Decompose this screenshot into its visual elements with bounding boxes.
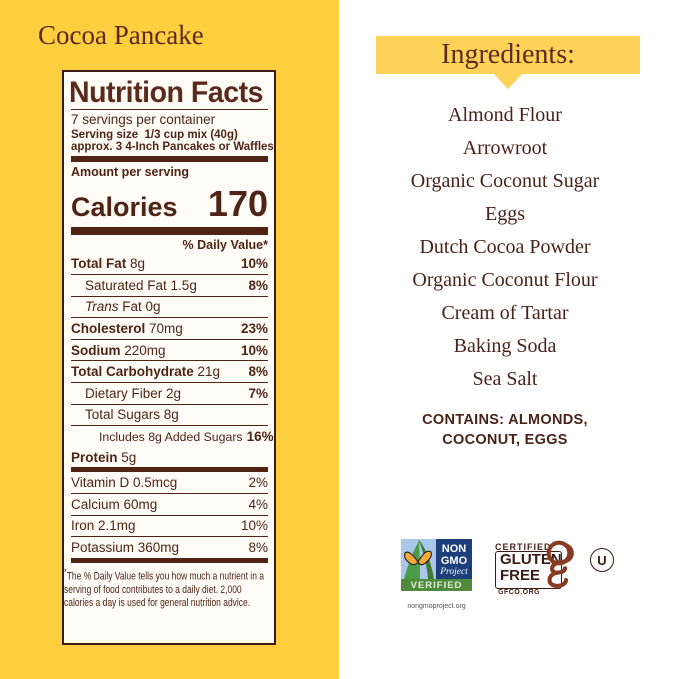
svg-text:VERIFIED: VERIFIED [411, 580, 463, 591]
svg-text:GMO: GMO [441, 555, 468, 567]
svg-text:Project: Project [439, 567, 468, 577]
svg-text:NON: NON [442, 543, 467, 555]
